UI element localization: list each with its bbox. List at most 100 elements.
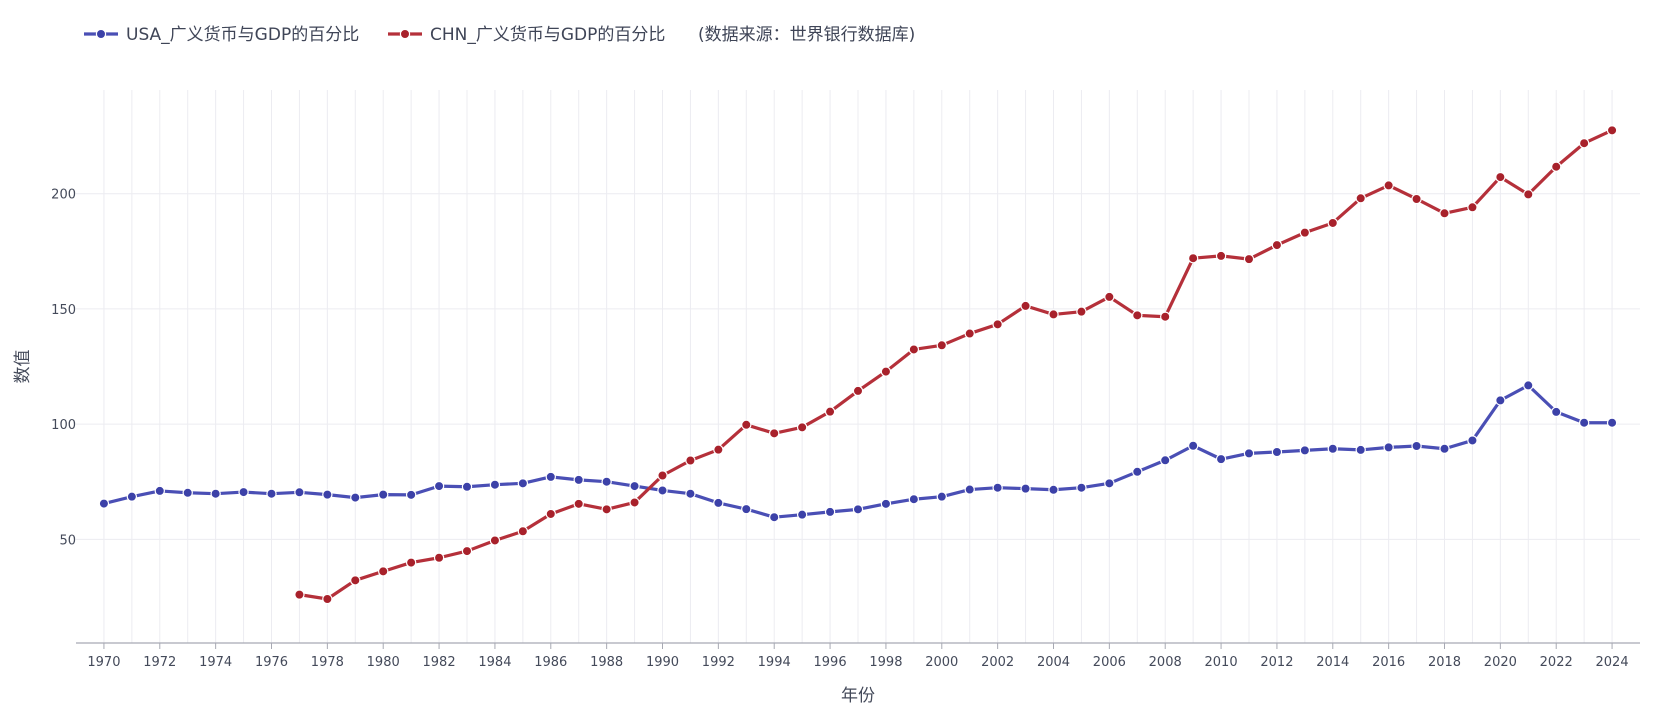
data-point[interactable] [1495, 395, 1506, 406]
data-point[interactable] [1215, 453, 1227, 465]
data-point[interactable] [1495, 171, 1506, 183]
data-point[interactable] [1327, 217, 1338, 229]
data-point[interactable] [1467, 435, 1478, 446]
data-point[interactable] [1132, 310, 1143, 321]
data-point[interactable] [1271, 239, 1283, 251]
data-point[interactable] [1551, 406, 1562, 418]
data-point[interactable] [1187, 440, 1199, 451]
data-point[interactable] [489, 479, 501, 490]
data-point[interactable] [1020, 483, 1031, 494]
data-point[interactable] [210, 488, 221, 499]
data-point[interactable] [1551, 161, 1562, 172]
data-point[interactable] [880, 366, 892, 377]
data-point[interactable] [964, 484, 975, 495]
data-point[interactable] [824, 406, 836, 417]
data-point[interactable] [796, 422, 808, 433]
data-point[interactable] [685, 488, 696, 499]
data-point[interactable] [685, 455, 696, 466]
data-point[interactable] [322, 593, 333, 605]
data-point[interactable] [1076, 482, 1087, 493]
data-point[interactable] [852, 385, 864, 397]
data-point[interactable] [852, 504, 864, 515]
data-point[interactable] [1243, 253, 1255, 265]
data-point[interactable] [713, 497, 724, 509]
data-point[interactable] [433, 552, 445, 563]
data-point[interactable] [1606, 417, 1618, 428]
data-point[interactable] [378, 566, 389, 577]
data-point[interactable] [1271, 446, 1283, 458]
data-point[interactable] [517, 526, 529, 537]
data-point[interactable] [1243, 448, 1255, 459]
data-point[interactable] [769, 428, 780, 439]
legend-item-usa[interactable]: USA_广义货币与GDP的百分比 [84, 25, 359, 45]
data-point[interactable] [461, 545, 473, 557]
data-point[interactable] [266, 488, 277, 499]
data-point[interactable] [405, 557, 417, 568]
data-point[interactable] [573, 498, 584, 510]
data-point[interactable] [573, 474, 584, 486]
data-point[interactable] [992, 319, 1003, 330]
data-point[interactable] [350, 492, 361, 503]
data-point[interactable] [1048, 484, 1059, 495]
data-point[interactable] [1411, 193, 1422, 205]
data-point[interactable] [1606, 125, 1618, 136]
data-point[interactable] [1104, 291, 1115, 303]
data-point[interactable] [1104, 478, 1115, 489]
data-point[interactable] [601, 476, 612, 487]
data-point[interactable] [489, 535, 501, 546]
data-point[interactable] [992, 482, 1003, 493]
data-point[interactable] [629, 480, 640, 492]
data-point[interactable] [936, 340, 947, 351]
data-point[interactable] [517, 478, 529, 489]
data-point[interactable] [1215, 250, 1227, 262]
data-point[interactable] [629, 497, 640, 508]
data-point[interactable] [405, 489, 417, 501]
data-point[interactable] [238, 486, 249, 498]
data-point[interactable] [1160, 455, 1171, 466]
data-point[interactable] [1578, 417, 1590, 428]
data-point[interactable] [1048, 309, 1059, 320]
legend-item-chn[interactable]: CHN_广义货币与GDP的百分比 [388, 25, 665, 45]
data-point[interactable] [908, 494, 920, 505]
data-point[interactable] [824, 506, 836, 518]
data-point[interactable] [433, 480, 445, 492]
data-point[interactable] [1578, 138, 1590, 149]
data-point[interactable] [601, 504, 612, 515]
data-point[interactable] [322, 489, 333, 500]
data-point[interactable] [741, 419, 752, 430]
data-point[interactable] [1383, 442, 1394, 453]
data-point[interactable] [908, 344, 920, 355]
data-point[interactable] [936, 491, 947, 502]
data-point[interactable] [1299, 445, 1311, 456]
data-point[interactable] [378, 489, 389, 500]
data-point[interactable] [1187, 253, 1199, 264]
data-point[interactable] [545, 471, 556, 483]
data-point[interactable] [350, 575, 361, 586]
data-point[interactable] [1439, 443, 1450, 454]
data-point[interactable] [1439, 208, 1450, 219]
data-point[interactable] [1327, 443, 1338, 454]
data-point[interactable] [294, 589, 305, 600]
data-point[interactable] [741, 503, 752, 515]
data-point[interactable] [1523, 189, 1534, 200]
data-point[interactable] [1523, 380, 1534, 391]
data-point[interactable] [1355, 193, 1366, 204]
data-point[interactable] [1132, 466, 1143, 478]
data-point[interactable] [1355, 444, 1366, 456]
data-point[interactable] [1076, 306, 1087, 317]
data-point[interactable] [1383, 180, 1394, 191]
data-point[interactable] [1020, 300, 1031, 312]
data-point[interactable] [796, 509, 808, 520]
data-point[interactable] [461, 481, 473, 492]
data-point[interactable] [545, 508, 556, 520]
data-point[interactable] [657, 485, 668, 496]
data-point[interactable] [126, 491, 138, 502]
data-point[interactable] [964, 328, 975, 339]
data-point[interactable] [1411, 440, 1422, 452]
data-point[interactable] [1299, 227, 1311, 238]
data-point[interactable] [154, 485, 165, 497]
data-point[interactable] [1467, 202, 1478, 213]
data-point[interactable] [98, 498, 110, 509]
data-point[interactable] [182, 487, 193, 498]
data-point[interactable] [294, 487, 305, 498]
